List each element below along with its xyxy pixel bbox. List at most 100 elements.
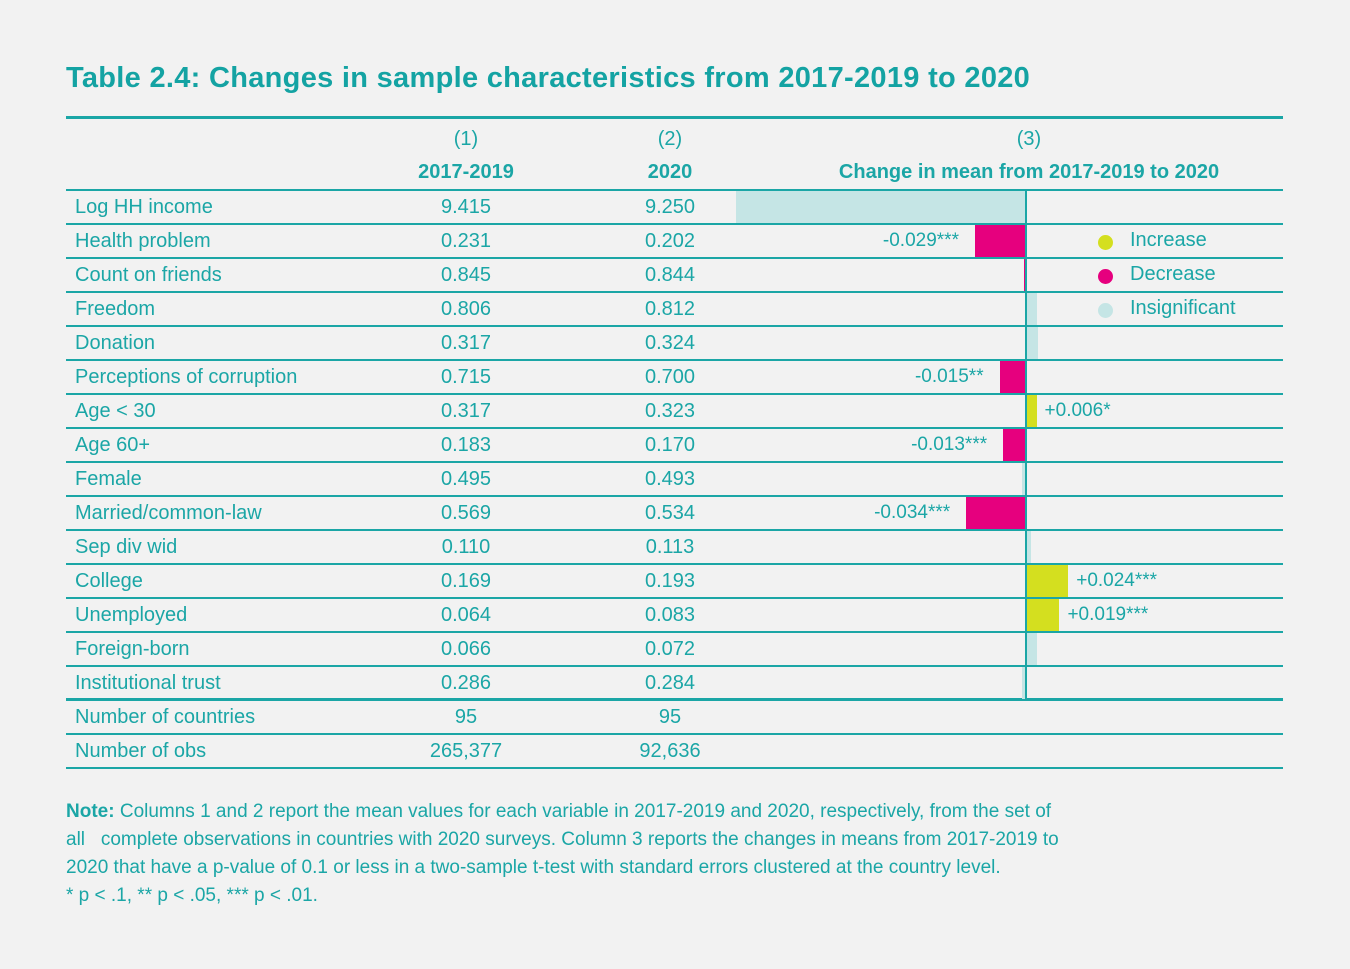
row-label: Donation [75, 332, 156, 354]
table-row: Health problem 0.231 0.202 [66, 224, 1283, 258]
value-2020-text: 0.202 [644, 230, 696, 252]
value-2020-text: 0.700 [644, 366, 696, 388]
legend-label: Decrease [1130, 263, 1216, 285]
change-bar-decrease [1003, 429, 1026, 461]
value-2020-text: 0.072 [644, 638, 696, 660]
change-label: +0.006* [1044, 400, 1111, 421]
value-2020-text: 0.493 [644, 468, 696, 490]
value-2017-2019-text: 0.183 [440, 434, 492, 456]
table-row: Perceptions of corruption 0.715 0.700 [66, 360, 1283, 394]
value-2017-2019-text: 0.317 [440, 400, 492, 422]
row-label: Freedom [75, 298, 156, 320]
row-label: Sep div wid [75, 536, 178, 558]
table-note: Note: Columns 1 and 2 report the mean va… [66, 798, 1286, 910]
change-bar-increase [1026, 565, 1069, 597]
change-label: +0.019*** [1067, 604, 1149, 625]
value-2017-2019-text: 265,377 [429, 740, 503, 762]
change-bar-insignificant [1022, 667, 1026, 699]
note-line: Columns 1 and 2 report the mean values f… [114, 801, 1052, 822]
top-rule [66, 116, 1283, 119]
value-2017-2019-text: 0.806 [440, 298, 492, 320]
row-rule [66, 597, 1283, 599]
value-2017-2019-text: 0.110 [441, 536, 491, 558]
value-2017-2019-text: 0.231 [440, 230, 492, 252]
col3-header: Change in mean from 2017-2019 to 2020 [838, 161, 1220, 183]
row-rule [66, 665, 1283, 667]
row-label: Perceptions of corruption [75, 366, 298, 388]
decrease-dot-icon [1098, 269, 1113, 284]
row-label: Institutional trust [75, 672, 221, 694]
row-label: Unemployed [75, 604, 188, 626]
row-label: Health problem [75, 230, 211, 252]
value-2020-text: 0.170 [644, 434, 696, 456]
table-row: Institutional trust 0.286 0.284 [66, 666, 1283, 700]
value-2020-text: 0.323 [644, 400, 696, 422]
value-2017-2019-text: 0.064 [440, 604, 492, 626]
zero-axis [1025, 190, 1027, 700]
change-bar-decrease [974, 225, 1026, 257]
row-label: Number of countries [75, 706, 256, 728]
change-bar-increase [1026, 395, 1037, 427]
value-2020-text: 0.812 [644, 298, 696, 320]
change-bar-decrease [966, 497, 1026, 529]
row-label: College [75, 570, 143, 592]
table-row: Unemployed 0.064 0.083 [66, 598, 1283, 632]
table-row: Female 0.495 0.493 [66, 462, 1283, 496]
row-rule [66, 495, 1283, 497]
table-row: Foreign-born 0.066 0.072 [66, 632, 1283, 666]
value-2020-text: 0.083 [644, 604, 696, 626]
col2-number: (2) [657, 128, 683, 150]
row-rule [66, 393, 1283, 395]
note-line: all complete observations in countries w… [66, 829, 1059, 850]
change-bar-insignificant [1026, 327, 1039, 359]
change-bar-insignificant [735, 191, 1026, 223]
value-2020-text: 0.534 [644, 502, 696, 524]
row-rule [66, 529, 1283, 531]
change-label: -0.034*** [874, 502, 951, 523]
table-row: College 0.169 0.193 [66, 564, 1283, 598]
table-row: Married/common-law 0.569 0.534 [66, 496, 1283, 530]
table-row: Freedom 0.806 0.812 [66, 292, 1283, 326]
row-rule [66, 257, 1283, 259]
row-rule [66, 767, 1283, 769]
row-rule [66, 563, 1283, 565]
value-2017-2019-text: 0.845 [440, 264, 492, 286]
col1-number: (1) [453, 128, 479, 150]
row-label: Log HH income [75, 196, 213, 218]
value-2020-text: 9.250 [644, 196, 696, 218]
change-label: -0.013*** [911, 434, 988, 455]
value-2020-text: 92,636 [639, 740, 701, 762]
row-rule [66, 733, 1283, 735]
change-label: +0.024*** [1076, 570, 1158, 591]
row-label: Age < 30 [75, 400, 156, 422]
table-row: Age < 30 0.317 0.323 [66, 394, 1283, 428]
header-rule [66, 189, 1283, 191]
change-bar-insignificant [1026, 633, 1037, 665]
value-2017-2019-text: 0.169 [440, 570, 492, 592]
row-label: Female [75, 468, 142, 490]
col1-header: 2017-2019 [418, 161, 514, 183]
note-line: * p < .1, ** p < .05, *** p < .01. [66, 885, 318, 906]
row-rule [66, 461, 1283, 463]
value-2020-text: 0.284 [644, 672, 696, 694]
value-2017-2019-text: 0.495 [440, 468, 492, 490]
row-rule [66, 223, 1283, 225]
change-bar-increase [1026, 599, 1060, 631]
value-2020-text: 0.844 [644, 264, 696, 286]
table-row: Log HH income 9.415 9.250 [66, 190, 1283, 224]
value-2020-text: 0.193 [644, 570, 696, 592]
table-row: Count on friends 0.845 0.844 [66, 258, 1283, 292]
value-2020-text: 0.324 [644, 332, 696, 354]
col2-header: 2020 [647, 161, 693, 183]
row-label: Foreign-born [75, 638, 190, 660]
table-row: Number of obs 265,377 92,636 [66, 734, 1283, 768]
value-2017-2019-text: 9.415 [440, 196, 492, 218]
change-bar-insignificant [1026, 531, 1032, 563]
row-rule [66, 291, 1283, 293]
row-rule [66, 631, 1283, 633]
change-label: -0.029*** [882, 230, 959, 251]
legend-label: Increase [1130, 229, 1207, 251]
row-rule [66, 427, 1283, 429]
value-2017-2019-text: 0.569 [440, 502, 492, 524]
value-2017-2019-text: 0.066 [440, 638, 492, 660]
